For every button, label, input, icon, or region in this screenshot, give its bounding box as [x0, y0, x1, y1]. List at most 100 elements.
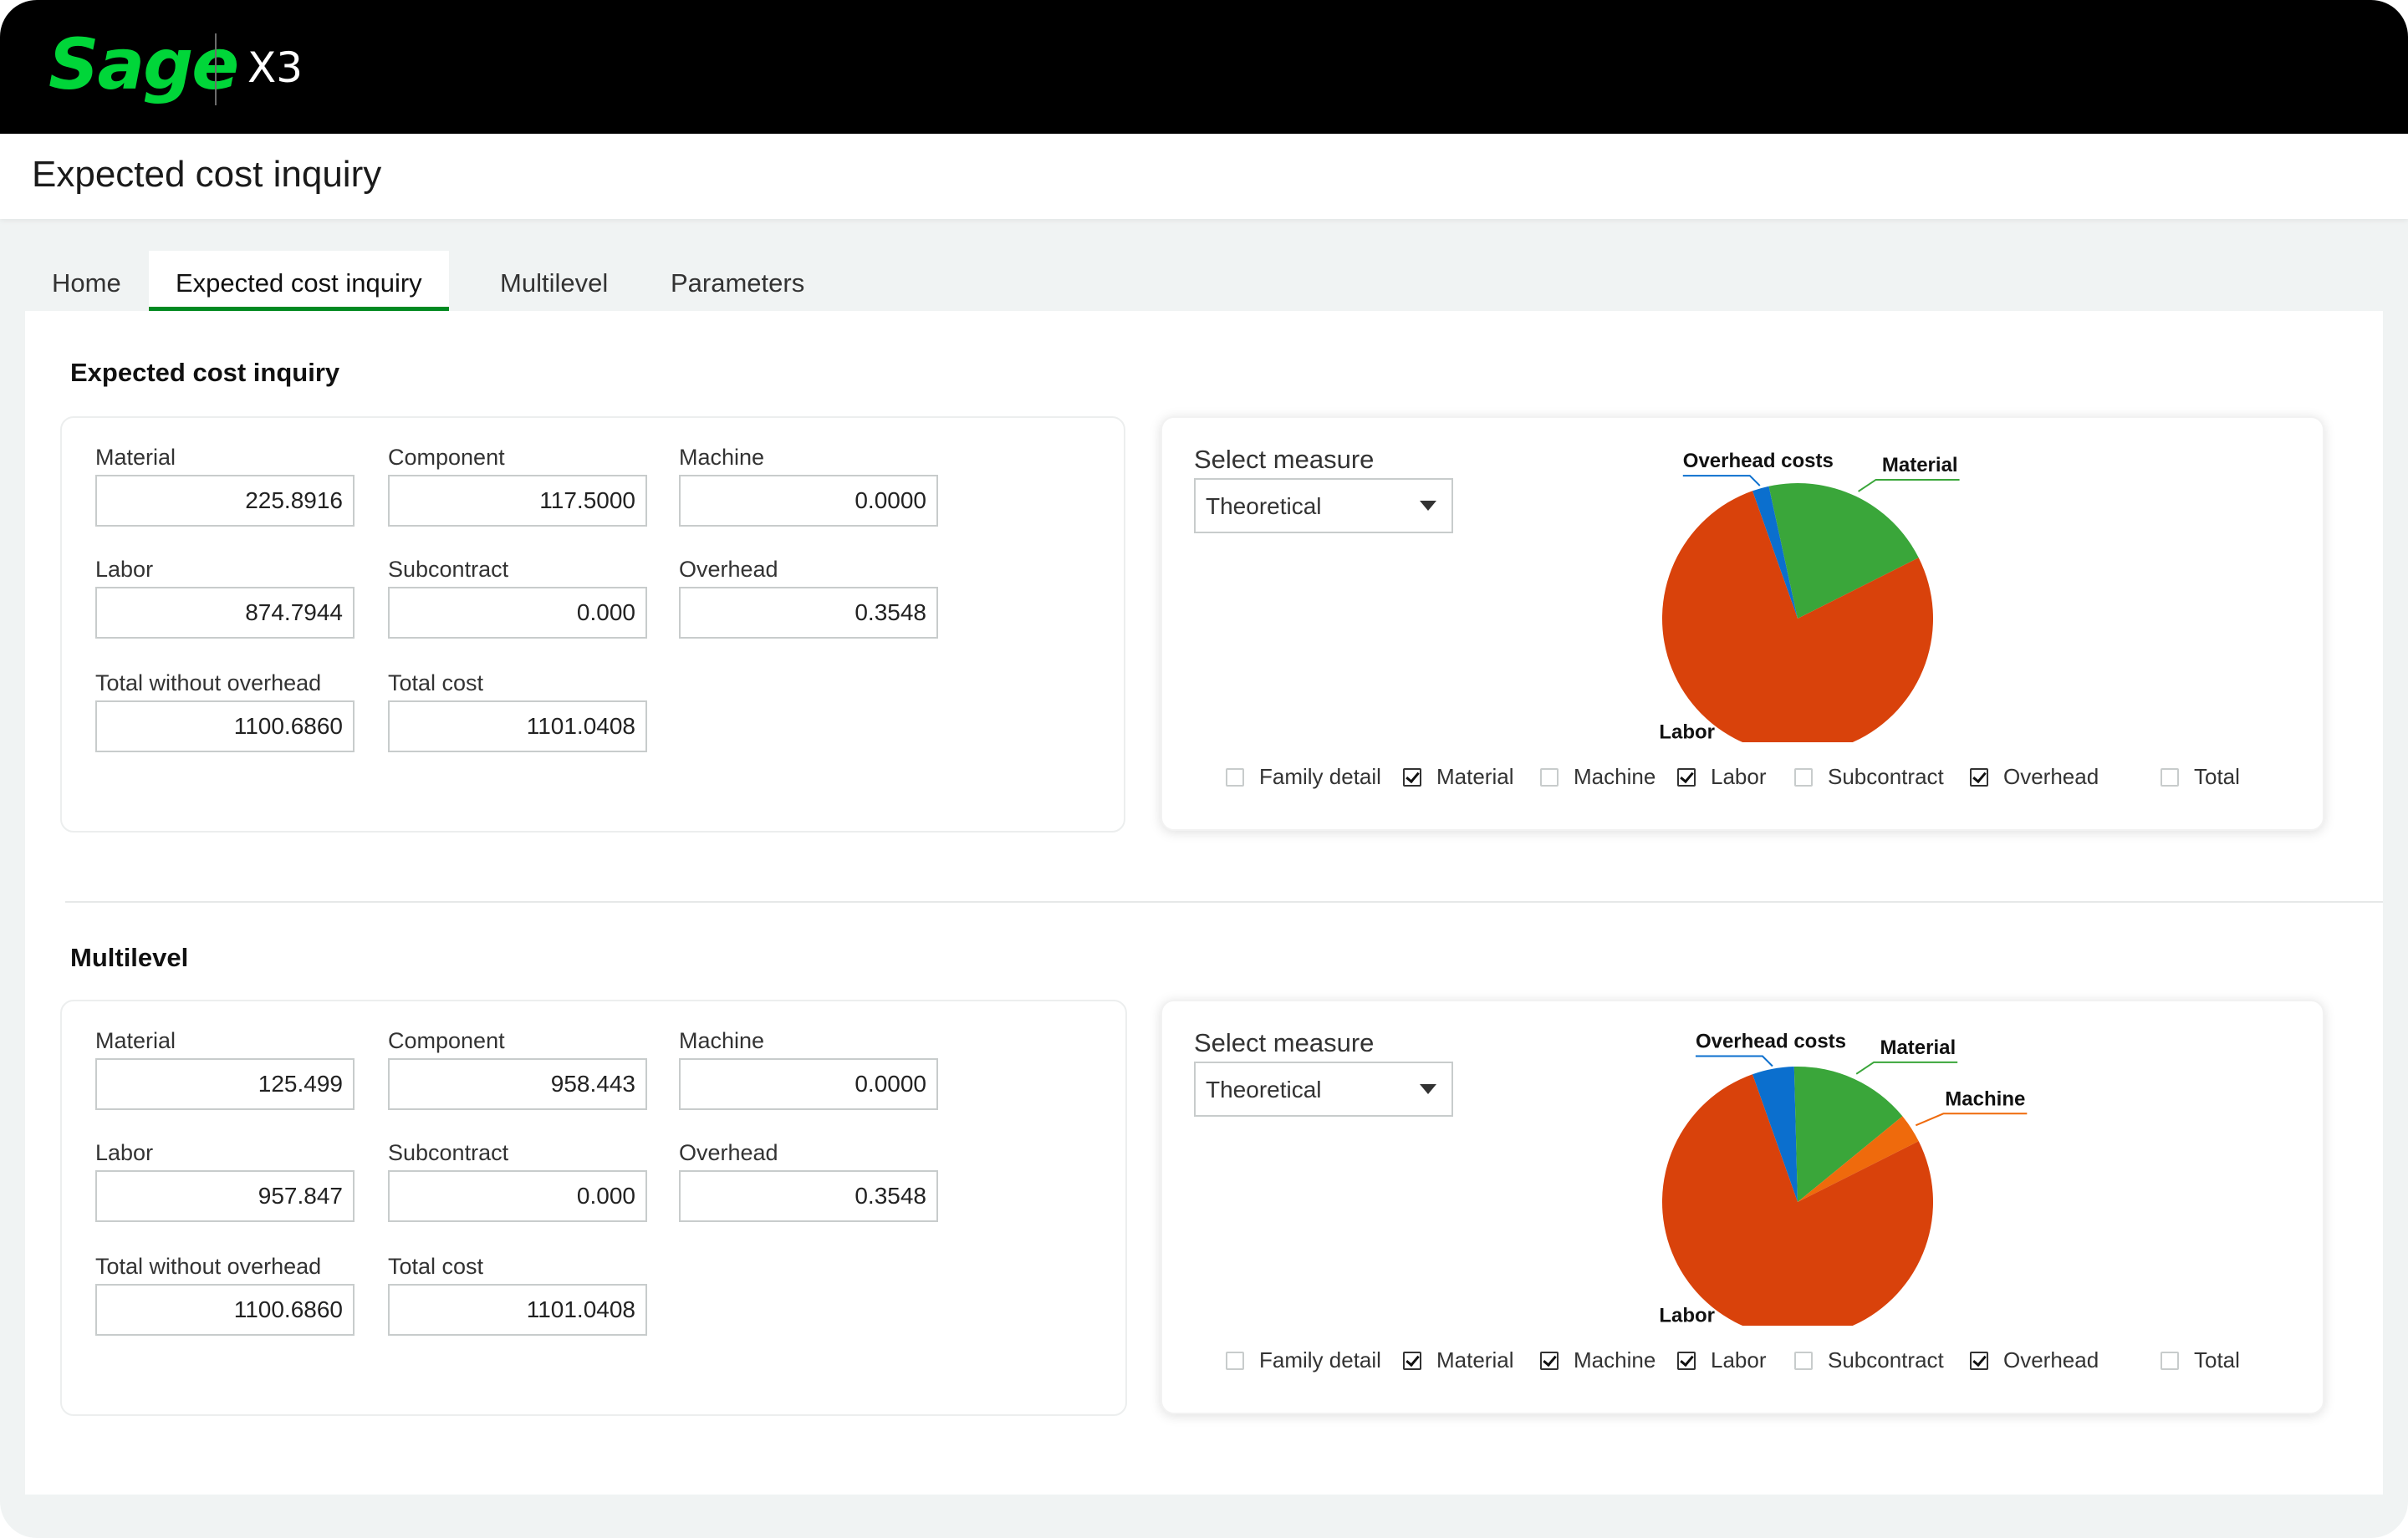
- legend-label: Machine: [1574, 764, 1656, 789]
- subcontract-field[interactable]: [388, 1170, 647, 1222]
- checkbox[interactable]: [1540, 1352, 1559, 1370]
- component-label: Component: [388, 1028, 505, 1053]
- legend-label: Family detail: [1259, 1347, 1381, 1372]
- legend-label: Family detail: [1259, 764, 1381, 789]
- legend-label: Labor: [1711, 1347, 1767, 1372]
- pie-slice-material[interactable]: [1768, 483, 1919, 619]
- component-label: Component: [388, 445, 505, 470]
- overhead-label: Overhead: [679, 557, 778, 582]
- select-measure-label: Select measure: [1194, 445, 1375, 474]
- machine-label: Machine: [679, 445, 765, 470]
- cost-fields-card: Material Component Machine Labor Subcont…: [60, 416, 1125, 833]
- total-cost-field[interactable]: [388, 1284, 647, 1336]
- legend-label: Total: [2194, 1347, 2240, 1372]
- sage-logo[interactable]: Sage: [48, 23, 239, 105]
- tab-home[interactable]: Home: [52, 268, 121, 298]
- labor-field[interactable]: [95, 587, 355, 639]
- checkbox[interactable]: [1794, 1352, 1813, 1370]
- overhead-field[interactable]: [679, 587, 938, 639]
- checkbox[interactable]: [1226, 768, 1244, 787]
- legend-label: Material: [1436, 1347, 1514, 1372]
- legend-label: Total: [2194, 764, 2240, 789]
- tab-multilevel[interactable]: Multilevel: [500, 268, 609, 298]
- legend-label: Labor: [1711, 764, 1767, 789]
- tab-parameters[interactable]: Parameters: [671, 268, 805, 298]
- pie-label-material: Material: [1880, 1036, 1956, 1059]
- labor-field[interactable]: [95, 1170, 355, 1222]
- labor-label: Labor: [95, 1140, 154, 1165]
- page-title: Expected cost inquiry: [32, 154, 382, 195]
- total-cost-label: Total cost: [388, 1254, 484, 1279]
- select-measure-label: Select measure: [1194, 1028, 1375, 1057]
- total-without-overhead-field[interactable]: [95, 1284, 355, 1336]
- measure-select[interactable]: Theoretical: [1194, 1062, 1453, 1117]
- pie-leader-overhead-costs: [1695, 1055, 1773, 1067]
- component-field[interactable]: [388, 475, 647, 527]
- brand-divider: [215, 33, 217, 105]
- checkbox[interactable]: [1677, 768, 1696, 787]
- chart-legend: Family detail Material Machine Labor Sub…: [1226, 761, 2313, 794]
- pie-slice-overhead-costs[interactable]: [1752, 1067, 1798, 1202]
- legend-label: Subcontract: [1828, 764, 1944, 789]
- pie-leader-overhead-costs: [1682, 475, 1761, 486]
- checkbox[interactable]: [2161, 768, 2179, 787]
- pie-slice-labor[interactable]: [1662, 1074, 1933, 1326]
- title-bar: Expected cost inquiry: [0, 134, 2408, 219]
- material-label: Material: [95, 1028, 176, 1053]
- pie-label-labor: Labor: [1659, 721, 1715, 742]
- component-field[interactable]: [388, 1058, 647, 1110]
- checkbox[interactable]: [1970, 768, 1988, 787]
- chart-card: Select measure Theoretical Overhead cost…: [1161, 1000, 2324, 1414]
- checkbox[interactable]: [1970, 1352, 1988, 1370]
- measure-select[interactable]: Theoretical: [1194, 478, 1453, 533]
- section-title: Expected cost inquiry: [70, 358, 340, 387]
- subcontract-field[interactable]: [388, 587, 647, 639]
- material-label: Material: [95, 445, 176, 470]
- tab-expected-cost-inquiry[interactable]: Expected cost inquiry: [149, 251, 449, 311]
- checkbox[interactable]: [1677, 1352, 1696, 1370]
- chevron-down-icon: [1420, 1084, 1436, 1094]
- legend-label: Subcontract: [1828, 1347, 1944, 1372]
- pie-slice-material[interactable]: [1793, 1067, 1903, 1202]
- pie-leader-machine: [1915, 1113, 2028, 1127]
- total-cost-field[interactable]: [388, 700, 647, 752]
- checkbox[interactable]: [1403, 1352, 1421, 1370]
- labor-label: Labor: [95, 557, 154, 582]
- overhead-label: Overhead: [679, 1140, 778, 1165]
- subcontract-label: Subcontract: [388, 557, 509, 582]
- pie-label-machine: Machine: [1945, 1087, 2025, 1110]
- machine-label: Machine: [679, 1028, 765, 1053]
- checkbox[interactable]: [1226, 1352, 1244, 1370]
- pie-label-material: Material: [1882, 454, 1958, 476]
- material-field[interactable]: [95, 1058, 355, 1110]
- pie-leader-material: [1855, 1061, 1958, 1075]
- total-cost-label: Total cost: [388, 670, 484, 695]
- machine-field[interactable]: [679, 1058, 938, 1110]
- overhead-field[interactable]: [679, 1170, 938, 1222]
- measure-select-value: Theoretical: [1206, 493, 1322, 519]
- legend-label: Material: [1436, 764, 1514, 789]
- checkbox[interactable]: [1540, 768, 1559, 787]
- pie-slice-machine[interactable]: [1798, 1116, 1919, 1202]
- content-panel: Expected cost inquiry Material Component…: [25, 311, 2383, 1495]
- chevron-down-icon: [1420, 501, 1436, 511]
- checkbox[interactable]: [1403, 768, 1421, 787]
- checkbox[interactable]: [1794, 768, 1813, 787]
- measure-select-value: Theoretical: [1206, 1077, 1322, 1103]
- legend-label: Overhead: [2003, 1347, 2099, 1372]
- total-without-overhead-field[interactable]: [95, 700, 355, 752]
- pie-slice-overhead-costs[interactable]: [1752, 486, 1798, 619]
- pie-chart: Overhead costs Material Labor: [1659, 450, 1960, 742]
- pie-label-overhead-costs: Overhead costs: [1696, 1031, 1846, 1053]
- machine-field[interactable]: [679, 475, 938, 527]
- subcontract-label: Subcontract: [388, 1140, 509, 1165]
- pie-label-overhead-costs: Overhead costs: [1683, 450, 1834, 472]
- total-without-overhead-label: Total without overhead: [95, 1254, 322, 1279]
- chart-card: Select measure Theoretical Overhead cost…: [1161, 416, 2324, 831]
- checkbox[interactable]: [2161, 1352, 2179, 1370]
- product-name: X3: [247, 43, 304, 92]
- material-field[interactable]: [95, 475, 355, 527]
- pie-slice-labor[interactable]: [1662, 491, 1933, 742]
- cost-fields-card: Material Component Machine Labor Subcont…: [60, 1000, 1127, 1416]
